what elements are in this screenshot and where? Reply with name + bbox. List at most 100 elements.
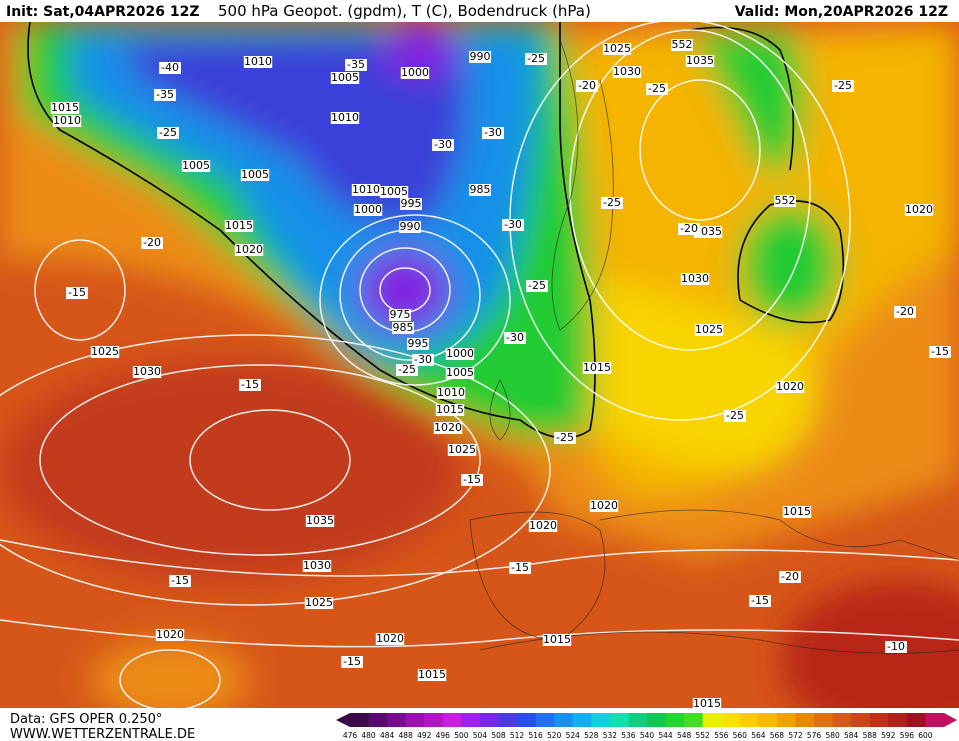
map-label: -25 [832, 79, 854, 92]
map-label-box [528, 520, 558, 532]
map-label-text: 1010 [331, 111, 359, 124]
scale-arrow-left [336, 713, 350, 727]
map-label: 1020 [234, 243, 264, 256]
map-label-box [894, 306, 916, 318]
scale-swatch [479, 713, 499, 727]
map-label-text: 990 [470, 50, 491, 63]
map-label-text: 1035 [686, 54, 714, 67]
map-label-box [554, 432, 576, 444]
scale-label: 556 [714, 731, 729, 740]
map-label-text: 1030 [681, 272, 709, 285]
map-label-box [525, 53, 547, 65]
map-label-box [132, 366, 162, 378]
map-label: 995 [400, 197, 422, 210]
map-label-text: 1030 [133, 365, 161, 378]
map-label-text: 1020 [156, 628, 184, 641]
map-label: -15 [749, 594, 771, 607]
map-label: -15 [461, 473, 483, 486]
map-label-text: 1020 [529, 519, 557, 532]
scale-swatch [461, 713, 481, 727]
scale-swatch [814, 713, 834, 727]
scale-swatch [572, 713, 592, 727]
map-label-text: 1010 [352, 183, 380, 196]
map-label-text: 1015 [543, 633, 571, 646]
map-label-text: 1020 [776, 380, 804, 393]
map-label-box [724, 410, 746, 422]
map-label-text: 1025 [448, 443, 476, 456]
map-label-text: -25 [603, 196, 621, 209]
map-label-box [774, 195, 796, 207]
scale-swatch [869, 713, 889, 727]
map-label-text: 1000 [354, 203, 382, 216]
map-label: -15 [341, 655, 363, 668]
map-label: 1015 [582, 361, 612, 374]
map-label-box [542, 634, 572, 646]
map-label: 1000 [400, 66, 430, 79]
map-label-box [447, 444, 477, 456]
map-label-text: -25 [528, 279, 546, 292]
map-label-box [526, 280, 548, 292]
map-label: -20 [678, 222, 700, 235]
map-label: 1015 [692, 697, 722, 710]
map-label-box [169, 575, 191, 587]
map-label-text: 995 [408, 337, 429, 350]
map-label: 1010 [243, 55, 273, 68]
map-label-box [66, 287, 88, 299]
scale-swatch [554, 713, 574, 727]
map-title: 500 hPa Geopot. (gpdm), T (C), Bodendruc… [218, 2, 591, 20]
map-label: -25 [525, 52, 547, 65]
scale-swatch [739, 713, 759, 727]
map-label: -15 [509, 561, 531, 574]
map-label-text: 1005 [380, 185, 408, 198]
map-label: 1020 [589, 499, 619, 512]
scale-label: 600 [918, 731, 933, 740]
map-label-text: -30 [506, 331, 524, 344]
map-label-text: -30 [414, 353, 432, 366]
map-label-box [929, 346, 951, 358]
map-label-text: 1025 [695, 323, 723, 336]
map-label-box [50, 102, 80, 114]
map-label: 1020 [775, 380, 805, 393]
map-label: 1025 [447, 443, 477, 456]
map-label: 552 [774, 194, 796, 207]
map-label: 552 [671, 38, 693, 51]
map-label: -25 [526, 279, 548, 292]
map-label-text: -25 [556, 431, 574, 444]
map-label-text: -15 [343, 655, 361, 668]
map-label-text: 1035 [694, 225, 722, 238]
map-label-text: 985 [470, 183, 491, 196]
map-label: -20 [894, 305, 916, 318]
map-label: -35 [154, 88, 176, 101]
map-label-box [224, 220, 254, 232]
map-label: 1035 [685, 54, 715, 67]
map-label-box [782, 506, 812, 518]
map-label-box [433, 422, 463, 434]
map-label-box [159, 62, 181, 74]
scale-swatch [906, 713, 926, 727]
map-label-text: 1025 [91, 345, 119, 358]
map-label-text: 1005 [182, 159, 210, 172]
map-label: -20 [141, 236, 163, 249]
map-label-text: -15 [241, 378, 259, 391]
map-label: 1035 [693, 225, 723, 238]
map-label: 1015 [782, 505, 812, 518]
map-label-text: 995 [401, 197, 422, 210]
map-label: -25 [724, 409, 746, 422]
map-label-text: -20 [680, 222, 698, 235]
map-label: 1025 [602, 42, 632, 55]
map-label: -30 [502, 218, 524, 231]
scale-label: 596 [900, 731, 915, 740]
map-label: -30 [412, 353, 434, 366]
map-label-text: -40 [161, 61, 179, 74]
map-label-box [432, 139, 454, 151]
map-label: 1015 [417, 668, 447, 681]
map-label-text: -35 [347, 58, 365, 71]
map-label-box [155, 629, 185, 641]
map-label-text: 1015 [583, 361, 611, 374]
map-label: 985 [392, 321, 414, 334]
map-label-text: 1025 [305, 596, 333, 609]
map-label-box [469, 51, 491, 63]
map-label-box [396, 364, 418, 376]
map-label-box [240, 169, 270, 181]
map-label-text: 1030 [303, 559, 331, 572]
